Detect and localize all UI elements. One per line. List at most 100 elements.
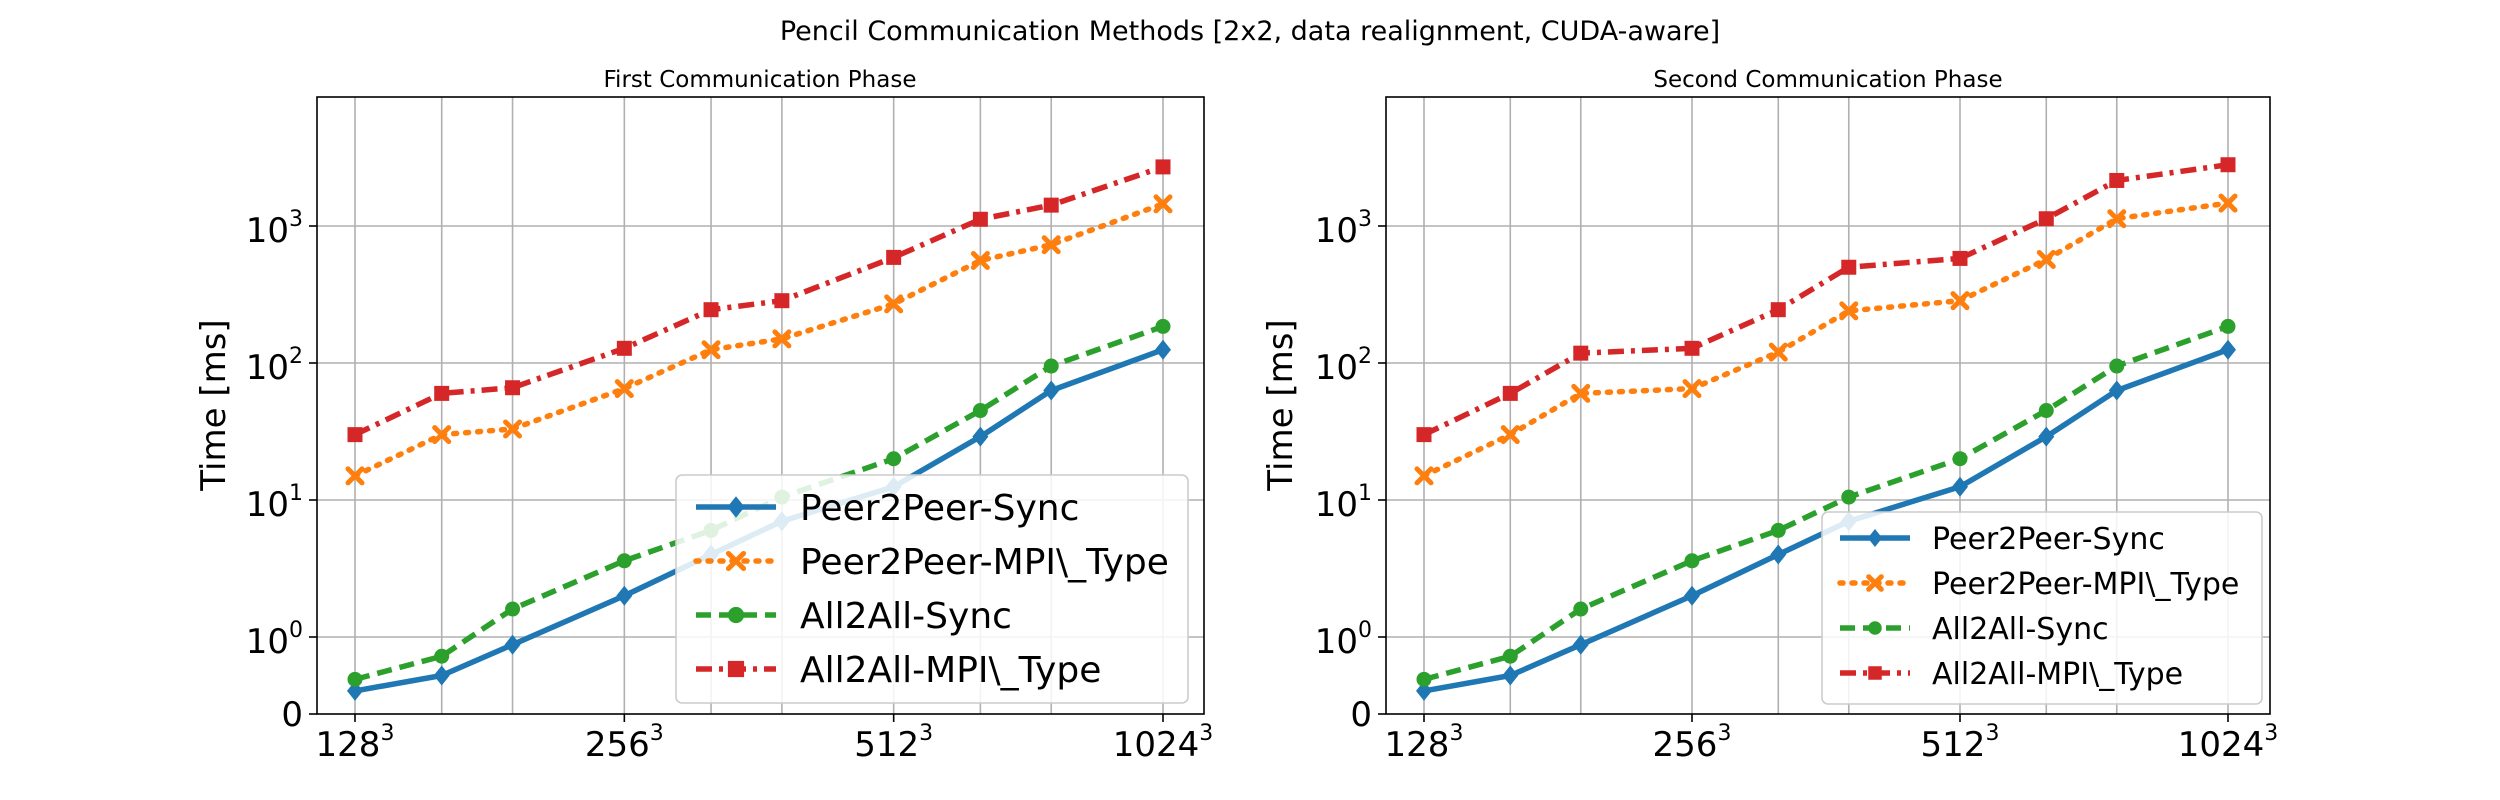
series-square [347,159,1171,443]
legend-label: Peer2Peer-MPI\_Type [800,542,1169,583]
data-point [1043,197,1059,213]
data-point [2108,380,2125,401]
data-point [1041,235,1061,255]
x-tick-label: 10243 [1113,721,1214,765]
x-tick-label: 5123 [1921,721,2000,765]
data-point [701,340,721,360]
data-point [1500,425,1520,445]
data-point [1043,358,1059,374]
data-point [972,403,988,419]
data-point [1952,250,1968,266]
legend-marker [1867,529,1883,547]
legend-marker [727,496,745,518]
data-point [433,665,450,686]
data-point [1770,522,1786,538]
data-point [616,340,632,356]
data-point [703,302,719,318]
data-point [432,425,452,445]
data-point [1952,476,1968,497]
data-point [1043,380,1060,401]
series-line [1421,200,2231,479]
series-layer [1414,157,2238,701]
data-point [1571,383,1591,403]
data-point [972,211,988,227]
x-tick-label: 1283 [1385,721,1464,765]
y-tick-label: 101 [1315,481,1372,525]
data-point [434,385,450,401]
data-point [1416,427,1432,443]
x-tick-label: 2563 [585,721,664,765]
data-point [886,249,902,265]
legend-item: Peer2Peer-MPI\_Type [1837,567,2239,602]
legend-marker [727,606,745,624]
legend: Peer2Peer-Sync Peer2Peer-MPI\_Type All2All… [675,474,1189,704]
legend: Peer2Peer-Sync Peer2Peer-MPI\_Type All2All… [1821,511,2263,705]
legend-marker [1868,666,1882,680]
series-square [1416,157,2236,443]
legend-item: All2All-MPI\_Type [696,650,1101,691]
legend-label: All2All-MPI\_Type [800,650,1101,691]
data-point [1502,648,1518,664]
series-line [353,164,1164,438]
data-point [1839,301,1859,321]
data-point [1952,451,1968,467]
series-line [1422,162,2229,438]
x-tick-label: 5123 [854,721,933,765]
data-point [970,250,990,270]
legend-marker [727,660,745,678]
legend-box [675,474,1189,704]
ticks: 1283 2563 5123 10243 0 100 101 102 103 [246,207,1214,765]
data-point [1416,680,1432,701]
data-point [345,466,365,486]
y-axis-label: Time [ms] [1261,319,1301,491]
data-point [1770,544,1787,565]
legend-item: All2All-Sync [696,596,1012,637]
series-line [1423,323,2229,683]
y-axis-label: Time [ms] [194,319,234,491]
y-tick-label: 103 [1315,207,1372,251]
data-point [972,426,989,447]
figure-title: Pencil Communication Methods [2x2, data … [780,16,1720,47]
data-point [1573,601,1589,617]
series-x [1414,193,2238,486]
chart-title: Second Communication Phase [1653,67,2002,93]
data-point [1841,259,1857,275]
legend-marker [725,550,747,572]
data-point [2218,193,2238,213]
data-point [504,634,521,655]
data-point [347,427,363,443]
data-point [434,648,450,664]
legend-label: All2All-MPI\_Type [1932,657,2183,692]
y-tick-label: 100 [1315,618,1372,662]
legend-label: Peer2Peer-Sync [1932,522,2165,557]
data-point [1155,339,1171,360]
data-point [2109,172,2125,188]
chart-title: First Communication Phase [604,67,917,93]
data-point [347,671,363,687]
data-point [1153,194,1173,214]
ticks: 1283 2563 5123 10243 0 100 101 102 103 [1315,207,2279,765]
y-tick-label: 0 [281,695,303,735]
data-point [505,601,521,617]
legend-item: Peer2Peer-MPI\_Type [693,542,1169,583]
series-line [352,201,1166,479]
legend-marker [1868,621,1882,635]
data-point [2220,318,2236,334]
legend-box [1821,511,2263,705]
y-tick-label: 102 [1315,344,1372,388]
legend-label: All2All-Sync [1932,612,2109,647]
legend-item: All2All-Sync [1840,612,2109,647]
data-point [503,419,523,439]
legend-item: Peer2Peer-Sync [1840,522,2165,557]
data-point [2038,426,2055,447]
x-tick-label: 1283 [316,721,395,765]
data-point [1950,291,1970,311]
data-point [1684,553,1700,569]
data-point [1414,466,1434,486]
chart-panel-first-phase: 1283 2563 5123 10243 0 100 101 102 103 First Com… [194,67,1213,765]
data-point [1502,385,1518,401]
data-point [1572,634,1589,655]
data-point [1682,379,1702,399]
series-x [345,194,1173,486]
